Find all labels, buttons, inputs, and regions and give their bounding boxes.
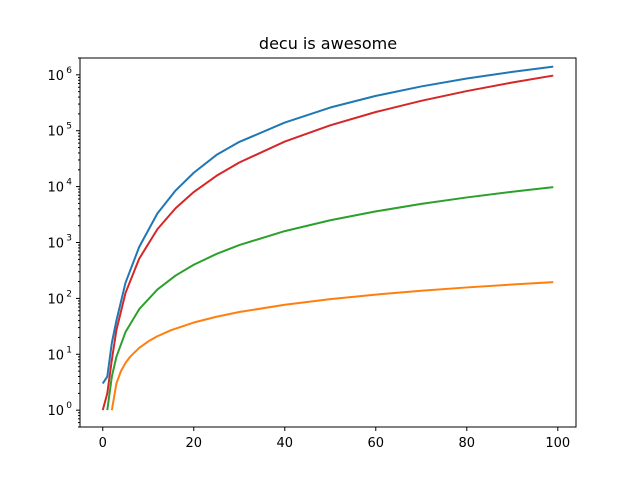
y-tick-exponent: 0 <box>66 401 72 411</box>
chart-title: decu is awesome <box>259 34 397 53</box>
x-tick-label: 20 <box>185 436 202 451</box>
series-line-4 <box>101 74 554 411</box>
x-tick-label: 80 <box>459 436 476 451</box>
y-tick-exponent: 5 <box>66 122 72 132</box>
y-tick-label: 10 <box>47 292 64 307</box>
y-tick-exponent: 4 <box>66 178 72 188</box>
y-tick-label: 10 <box>47 404 64 419</box>
y-tick-label: 10 <box>47 125 64 140</box>
y-tick-exponent: 3 <box>66 234 72 244</box>
x-tick-label: 100 <box>545 436 570 451</box>
y-tick-label: 10 <box>47 181 64 196</box>
y-tick-exponent: 1 <box>66 345 72 355</box>
x-axis: 0 20 40 60 80 100 <box>99 427 570 451</box>
y-tick-label: 10 <box>47 69 64 84</box>
y-tick-label: 10 <box>47 348 64 363</box>
y-tick-exponent: 2 <box>66 289 72 299</box>
x-tick-label: 40 <box>276 436 293 451</box>
series-line-1 <box>101 65 554 385</box>
series-line-3 <box>106 186 554 411</box>
series-line-2 <box>110 281 554 411</box>
series-layer <box>101 65 554 411</box>
x-tick-label: 0 <box>99 436 107 451</box>
y-tick-exponent: 6 <box>66 66 72 76</box>
x-tick-label: 60 <box>368 436 385 451</box>
y-tick-label: 10 <box>47 237 64 252</box>
